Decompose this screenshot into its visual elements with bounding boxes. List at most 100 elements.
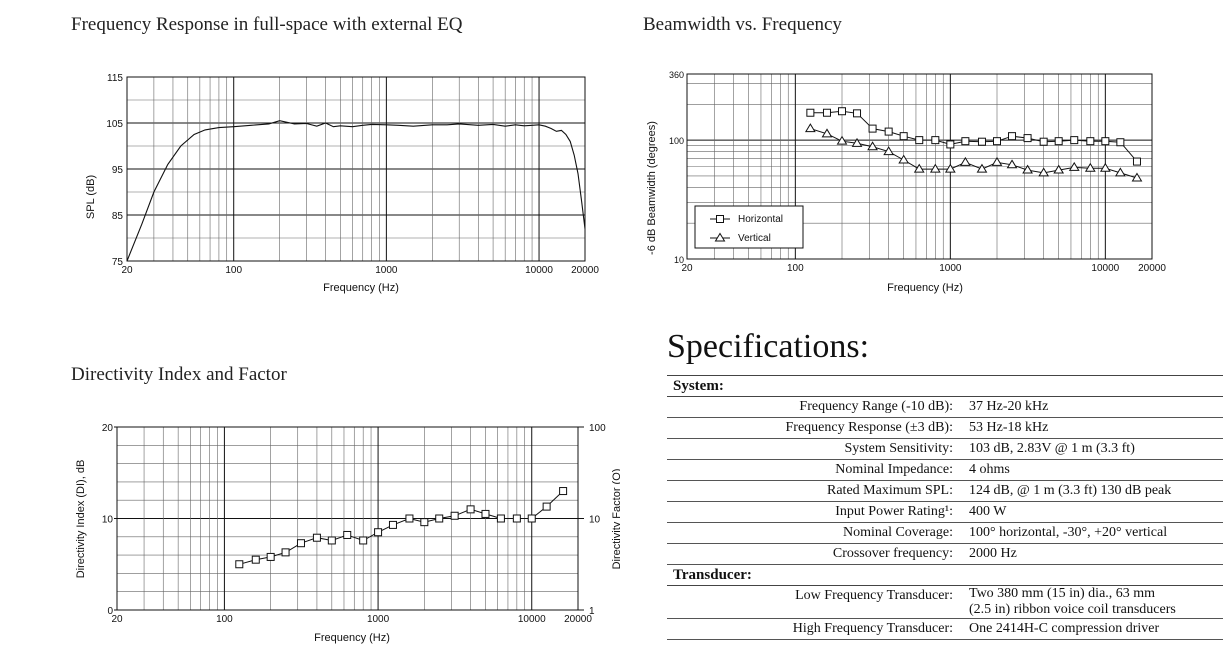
square-marker [915,136,924,145]
square-marker [868,124,877,133]
freq-grid [126,76,586,262]
spec-label: Nominal Coverage: [667,522,967,544]
triangle-marker [913,163,925,173]
triangle-marker [944,163,956,173]
triangle-marker [1131,172,1143,182]
triangle-marker [991,156,1003,166]
spec-label: Frequency Range (-10 dB): [667,396,967,418]
beam-series [804,107,1143,182]
x-tick-label: 100 [216,614,233,625]
x-tick-label: 20000 [1138,263,1166,274]
spec-value: 103 dB, 2.83V @ 1 m (3.3 ft) [967,438,1223,460]
triangle-marker [1022,164,1033,174]
y-tick-label: 95 [112,165,124,176]
x-tick-label: 100 [787,263,804,274]
x-tick-label: 1000 [375,265,398,276]
y-tick-label: 105 [106,119,123,130]
square-marker [388,520,397,529]
spec-label: Low Frequency Transducer: [667,585,967,619]
plot-frame [686,73,1153,260]
spec-row: Nominal Coverage: 100° horizontal, -30°,… [667,522,1223,544]
square-marker [822,108,831,117]
y-tick-label: 100 [669,136,684,146]
di-chart-title: Directivity Index and Factor [71,364,287,385]
square-marker [405,514,414,523]
x-tick-label: 10000 [518,614,546,625]
y2-tick-label: 10 [589,515,601,526]
frequency-response-chart: 20 100 1000 10000 20000 75 85 95 105 115 Frequenc… [85,73,599,294]
y-tick-label: 75 [112,257,124,268]
y2-tick-label: 1 [589,606,595,617]
spec-value: 53 Hz-18 kHz [967,417,1223,439]
square-marker [931,136,940,145]
square-marker [496,514,505,523]
spec-row: Frequency Range (-10 dB): 37 Hz-20 kHz [667,396,1223,418]
square-marker [281,548,290,557]
spec-section-name: System: [667,375,1223,397]
spec-row: Low Frequency Transducer: Two 380 mm (15… [667,585,1223,619]
beam-xlabel: Frequency (Hz) [887,282,963,294]
y-tick-label: 10 [674,255,684,265]
square-marker [1070,136,1079,145]
spec-value: 124 dB, @ 1 m (3.3 ft) 130 dB peak [967,480,1223,502]
spec-section-name: Transducer: [667,564,1223,586]
x-tick-label: 1000 [367,614,390,625]
square-marker [806,108,815,117]
triangle-marker [821,128,833,138]
square-marker [235,560,244,569]
square-marker [1116,138,1125,147]
triangle-marker [836,135,848,145]
spec-value: 4 ohms [967,459,1223,481]
spec-value: 2000 Hz [967,543,1223,565]
x-tick-label: 20000 [571,265,599,276]
spec-label: Nominal Impedance: [667,459,967,481]
plot-frame [126,76,586,262]
x-tick-label: 10000 [1091,263,1119,274]
triangle-marker [883,146,895,156]
square-marker [327,536,336,545]
triangle-marker [1114,167,1126,177]
square-marker [838,107,846,116]
triangle-marker [851,137,863,147]
spec-label: Input Power Rating¹: [667,501,967,523]
square-marker [1054,137,1063,146]
spec-label: High Frequency Transducer: [667,618,967,640]
x-tick-label: 100 [225,265,242,276]
square-marker [946,140,955,149]
spec-row: High Frequency Transducer: One 2414H-C c… [667,618,1223,640]
square-marker [899,132,908,141]
square-marker [1132,157,1141,166]
spec-label: Crossover frequency: [667,543,967,565]
square-marker [466,505,475,514]
spec-row: Crossover frequency: 2000 Hz [667,543,1223,565]
square-marker [977,137,986,146]
square-marker [1023,134,1032,143]
y-tick-label: 360 [669,70,684,80]
freq-ticks: 20 100 1000 10000 20000 75 85 95 105 115 [106,73,599,276]
beam-ylabel: -6 dB Beamwidth (degrees) [646,121,658,255]
triangle-marker [804,123,816,133]
x-tick-label: 1000 [939,263,962,274]
square-marker [251,555,260,564]
horizontal-line [810,110,1138,162]
spec-value: 400 W [967,501,1223,523]
triangle-marker [959,156,971,166]
freq-ylabel: SPL (dB) [85,175,97,219]
spec-value: 100° horizontal, -30°, +20° vertical [967,522,1223,544]
triangle-marker [929,163,941,173]
x-tick-label: 20 [111,614,123,625]
spl-curve [126,120,586,262]
square-marker [559,487,568,496]
specifications-heading: Specifications: [667,328,870,365]
square-marker [853,109,862,118]
square-marker [993,137,1001,146]
di-xlabel: Frequency (Hz) [314,632,390,644]
spec-row: Rated Maximum SPL: 124 dB, @ 1 m (3.3 ft… [667,480,1223,502]
spec-label: System Sensitivity: [667,438,967,460]
x-tick-label: 10000 [525,265,553,276]
square-marker [512,514,521,523]
spec-row: Frequency Response (±3 dB): 53 Hz-18 kHz [667,417,1223,439]
x-tick-label: 20000 [564,614,592,625]
square-marker [343,530,352,539]
spec-value-line: (2.5 in) ribbon voice coil transducers [969,602,1176,617]
